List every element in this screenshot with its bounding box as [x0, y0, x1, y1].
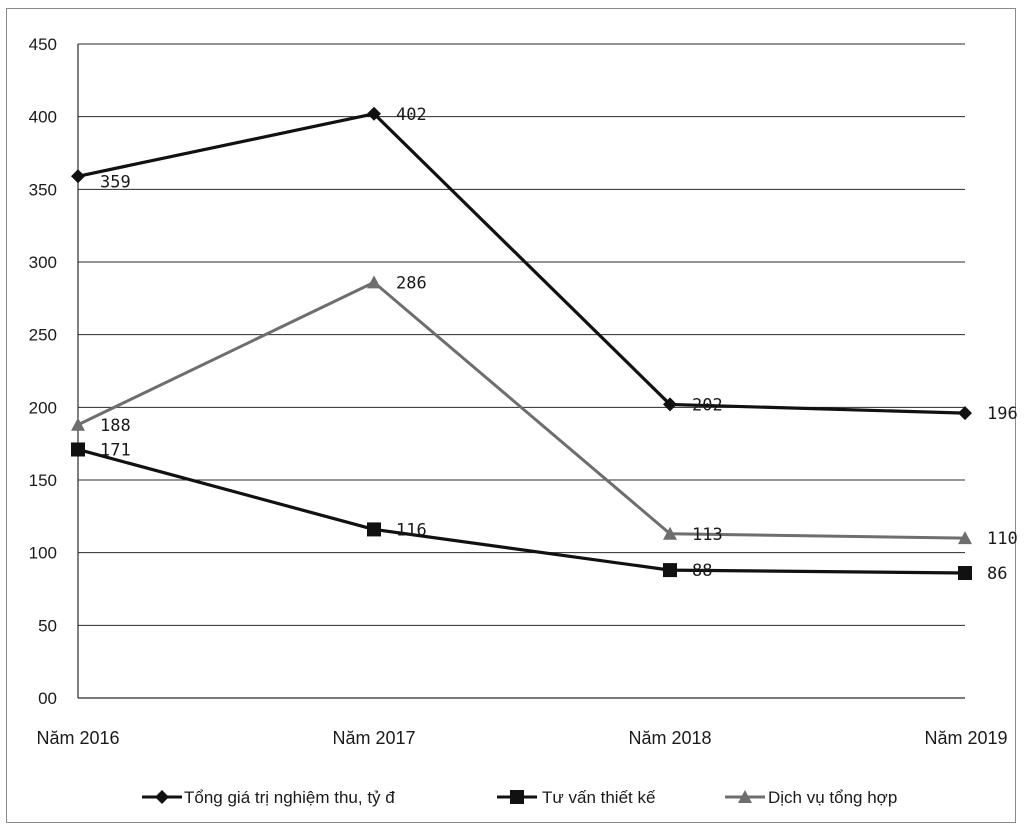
data-label: 188 [100, 416, 131, 436]
triangle-legend-marker [738, 790, 752, 803]
y-tick-label: 150 [29, 471, 57, 490]
data-label: 359 [100, 172, 131, 192]
series-line-dich-vu-tong-hop [77, 280, 966, 540]
y-tick-label: 100 [29, 544, 57, 563]
x-tick-label: Năm 2019 [924, 728, 1007, 748]
diamond-marker [367, 106, 381, 121]
y-tick-label: 350 [29, 180, 57, 199]
square-marker [663, 563, 677, 578]
data-label: 116 [396, 520, 427, 540]
square-marker [367, 522, 381, 537]
y-tick-label: 200 [29, 398, 57, 417]
diamond-marker [663, 397, 677, 412]
legend: Tổng giá trị nghiệm thu, tỷ đ Tư vấn thiế… [142, 788, 897, 807]
data-label: 196 [987, 404, 1018, 424]
x-tick-label: Năm 2018 [628, 728, 711, 748]
legend-item-tong-gia-tri: Tổng giá trị nghiệm thu, tỷ đ [142, 788, 395, 807]
data-labels: 359 402 202 196 171 116 88 86 188 286 113 110 [100, 105, 1018, 584]
x-axis-ticks: Năm 2016 Năm 2017 Năm 2018 Năm 2019 [36, 728, 1007, 748]
series-line-tong-gia-tri [77, 112, 966, 415]
y-axis-ticks: 00 50 100 150 200 250 300 350 400 450 [29, 35, 57, 708]
diamond-marker [958, 406, 972, 421]
legend-label: Dịch vụ tổng hợp [768, 788, 897, 807]
y-tick-label: 400 [29, 108, 57, 127]
data-label: 286 [396, 273, 427, 293]
gridlines [78, 43, 965, 626]
y-tick-label: 50 [38, 616, 57, 635]
y-tick-label: 250 [29, 326, 57, 345]
data-label: 88 [692, 561, 712, 581]
square-legend-marker [510, 790, 524, 804]
triangle-marker [663, 526, 677, 540]
data-label: 113 [692, 525, 723, 545]
x-tick-label: Năm 2016 [36, 728, 119, 748]
triangle-marker [958, 531, 972, 545]
data-label: 171 [100, 440, 131, 460]
x-tick-label: Năm 2017 [332, 728, 415, 748]
diamond-legend-marker [155, 790, 169, 804]
y-tick-label: 00 [38, 689, 57, 708]
series-line-tu-van-thiet-ke [77, 447, 966, 575]
data-label: 402 [396, 105, 427, 125]
triangle-marker [71, 417, 85, 431]
y-tick-label: 450 [29, 35, 57, 54]
square-marker [71, 442, 85, 457]
data-label: 110 [987, 529, 1018, 549]
data-label: 202 [692, 395, 723, 415]
legend-item-dich-vu-tong-hop: Dịch vụ tổng hợp [725, 788, 897, 807]
diamond-marker [71, 169, 85, 184]
triangle-marker [367, 275, 381, 289]
axes [77, 44, 965, 699]
data-label: 86 [987, 564, 1007, 584]
legend-item-tu-van-thiet-ke: Tư vấn thiết kế [497, 788, 656, 807]
y-tick-label: 300 [29, 253, 57, 272]
square-marker [958, 566, 972, 581]
chart-frame [6, 8, 1016, 823]
legend-label: Tư vấn thiết kế [542, 788, 656, 807]
series [71, 106, 972, 581]
legend-label: Tổng giá trị nghiệm thu, tỷ đ [184, 788, 395, 807]
